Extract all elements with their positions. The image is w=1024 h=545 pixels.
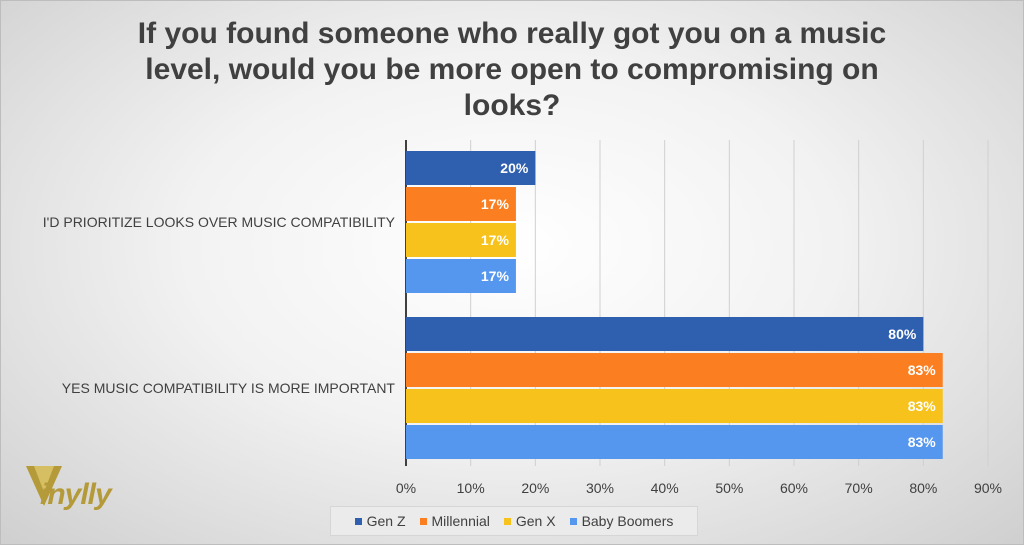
x-tick-label: 70% <box>845 480 873 496</box>
x-tick-label: 0% <box>396 480 416 496</box>
bar <box>406 223 516 257</box>
legend-swatch <box>419 517 427 525</box>
data-label: 20% <box>500 160 529 176</box>
legend-swatch <box>569 517 577 525</box>
data-label: 17% <box>481 232 510 248</box>
legend-item: Gen X <box>503 513 556 529</box>
x-tick-label: 10% <box>457 480 485 496</box>
legend-item: Millennial <box>419 513 490 529</box>
bar <box>406 317 924 351</box>
bar <box>406 389 943 423</box>
chart-title: If you found someone who really got you … <box>137 17 887 122</box>
bar <box>406 425 943 459</box>
x-tick-label: 50% <box>715 480 743 496</box>
bar <box>406 151 536 185</box>
data-label: 83% <box>908 398 937 414</box>
legend-item: Baby Boomers <box>569 513 674 529</box>
category-label: I'D PRIORITIZE LOOKS OVER MUSIC COMPATIB… <box>43 214 396 230</box>
x-tick-label: 30% <box>586 480 614 496</box>
bar <box>406 353 943 387</box>
legend: Gen Z Millennial Gen X Baby Boomers <box>330 506 698 536</box>
legend-label: Millennial <box>431 513 490 529</box>
legend-label: Baby Boomers <box>581 513 674 529</box>
bar <box>406 187 516 221</box>
logo-text: inylly <box>40 478 112 511</box>
x-tick-label: 20% <box>521 480 549 496</box>
x-tick-label: 90% <box>974 480 1002 496</box>
legend-swatch <box>354 517 362 525</box>
x-tick-label: 60% <box>780 480 808 496</box>
data-label: 83% <box>908 362 937 378</box>
legend-item: Gen Z <box>354 513 406 529</box>
legend-label: Gen X <box>515 513 556 529</box>
data-label: 17% <box>481 196 510 212</box>
legend-swatch <box>503 517 511 525</box>
data-label: 80% <box>888 326 917 342</box>
x-tick-label: 80% <box>909 480 937 496</box>
data-label: 17% <box>481 268 510 284</box>
bar <box>406 259 516 293</box>
category-label: YES MUSIC COMPATIBILITY IS MORE IMPORTAN… <box>62 380 396 396</box>
vinylly-logo-icon <box>26 466 62 506</box>
x-tick-label: 40% <box>651 480 679 496</box>
data-label: 83% <box>908 434 937 450</box>
legend-label: Gen Z <box>366 513 406 529</box>
